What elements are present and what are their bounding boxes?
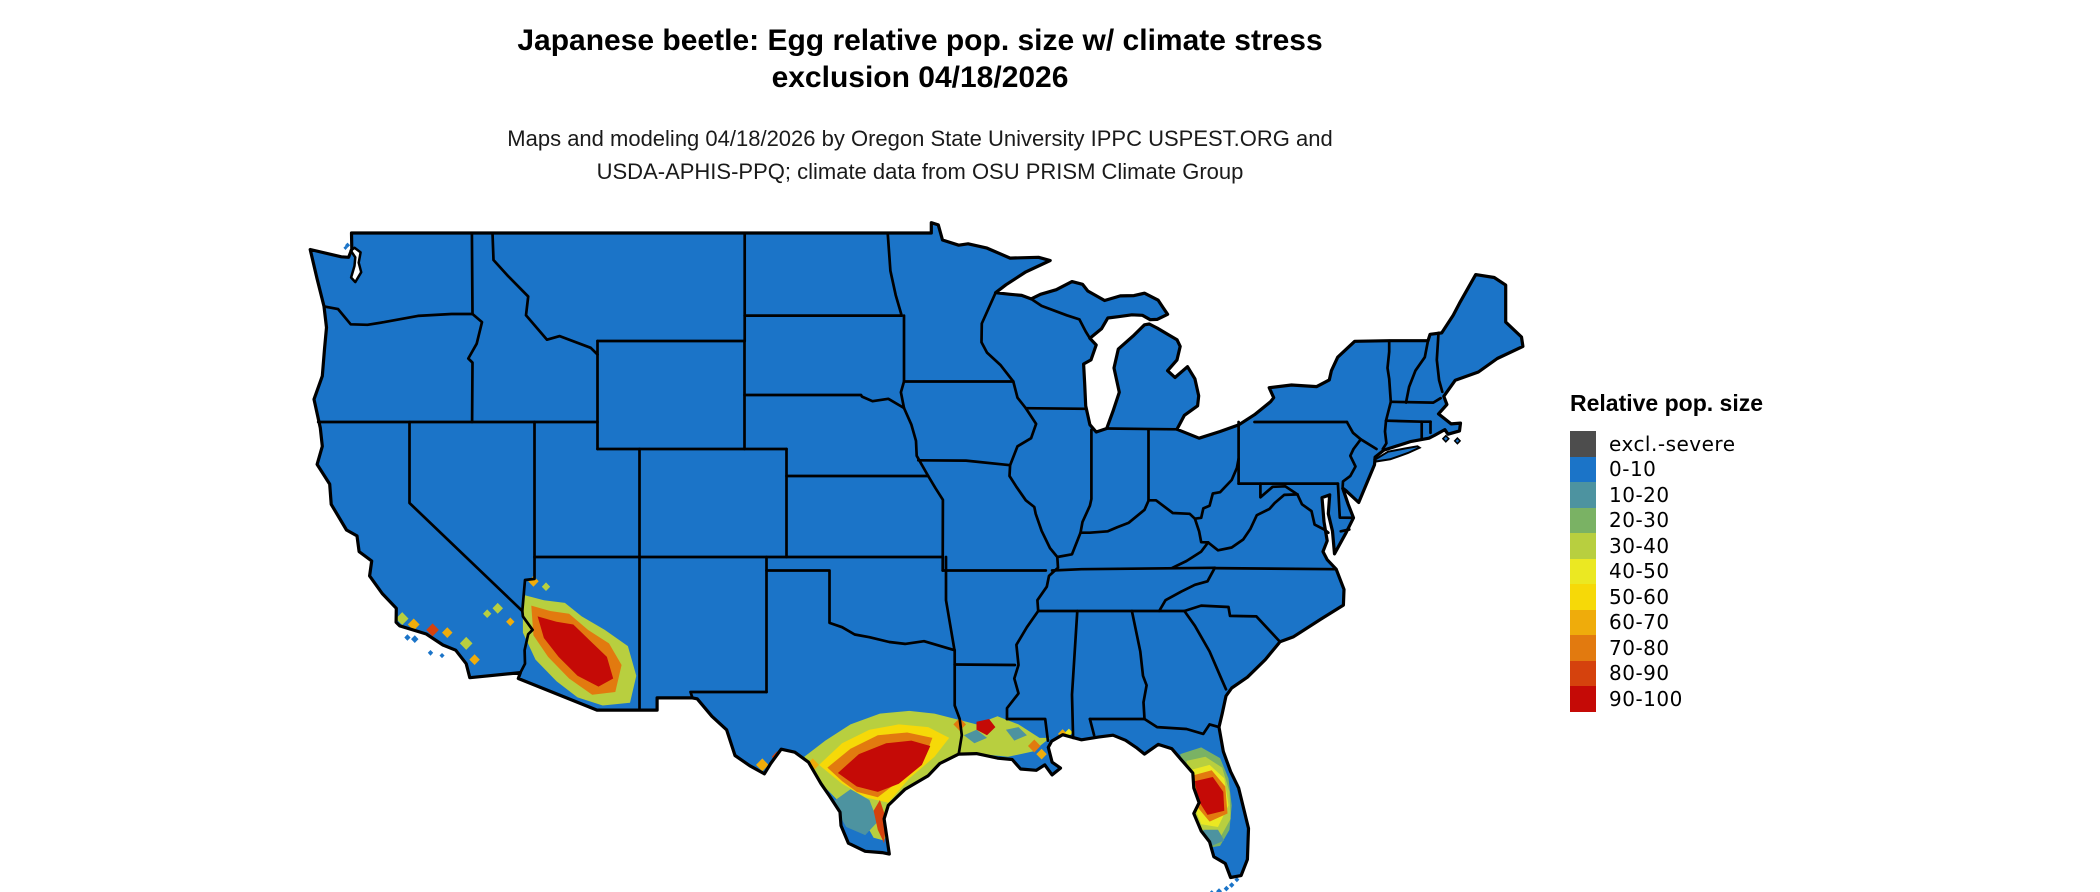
legend-label: 0-10 — [1609, 457, 1657, 482]
map-title-line2: exclusion 04/18/2026 — [771, 61, 1069, 94]
legend-items: excl.-severe 0-10 10-20 20-30 30-40 40-50 50-6… — [1570, 431, 1763, 712]
legend-label: 90-100 — [1609, 686, 1683, 711]
legend-label: 20-30 — [1609, 508, 1670, 533]
legend-row-90-100: 90-100 — [1570, 686, 1763, 712]
legend-row-30-40: 30-40 — [1570, 533, 1763, 559]
legend-row-60-70: 60-70 — [1570, 609, 1763, 635]
legend-row-80-90: 80-90 — [1570, 660, 1763, 686]
legend-swatch — [1570, 609, 1596, 635]
legend: Relative pop. size excl.-severe 0-10 10-20… — [1570, 390, 1763, 712]
title-block: Japanese beetle: Egg relative pop. size … — [20, 22, 1820, 188]
legend-swatch — [1570, 431, 1596, 457]
legend-label: 30-40 — [1609, 533, 1670, 558]
legend-swatch — [1570, 558, 1596, 584]
map-subtitle: Maps and modeling 04/18/2026 by Oregon S… — [20, 122, 1820, 188]
legend-label: 70-80 — [1609, 635, 1670, 660]
legend-swatch — [1570, 456, 1596, 482]
map-title-line1: Japanese beetle: Egg relative pop. size … — [517, 24, 1323, 57]
legend-label: 10-20 — [1609, 482, 1670, 507]
legend-swatch — [1570, 507, 1596, 533]
legend-swatch — [1570, 660, 1596, 686]
legend-row-10-20: 10-20 — [1570, 482, 1763, 508]
legend-swatch — [1570, 533, 1596, 559]
legend-swatch — [1570, 686, 1596, 712]
map-subtitle-line2: USDA-APHIS-PPQ; climate data from OSU PR… — [596, 159, 1244, 184]
legend-row-50-60: 50-60 — [1570, 584, 1763, 610]
legend-row-20-30: 20-30 — [1570, 507, 1763, 533]
map-title: Japanese beetle: Egg relative pop. size … — [20, 22, 1820, 96]
legend-title: Relative pop. size — [1570, 390, 1764, 416]
legend-swatch — [1570, 635, 1596, 661]
legend-row-70-80: 70-80 — [1570, 635, 1763, 661]
legend-row-0-10: 0-10 — [1570, 456, 1763, 482]
legend-label: 60-70 — [1609, 610, 1670, 635]
legend-label: 50-60 — [1609, 584, 1670, 609]
legend-swatch — [1570, 482, 1596, 508]
legend-label: 40-50 — [1609, 559, 1670, 584]
legend-label: excl.-severe — [1609, 431, 1736, 456]
legend-row-40-50: 40-50 — [1570, 558, 1763, 584]
legend-swatch — [1570, 584, 1596, 610]
map-subtitle-line1: Maps and modeling 04/18/2026 by Oregon S… — [507, 126, 1333, 151]
legend-label: 80-90 — [1609, 661, 1670, 686]
legend-row-excl.-severe: excl.-severe — [1570, 431, 1763, 457]
